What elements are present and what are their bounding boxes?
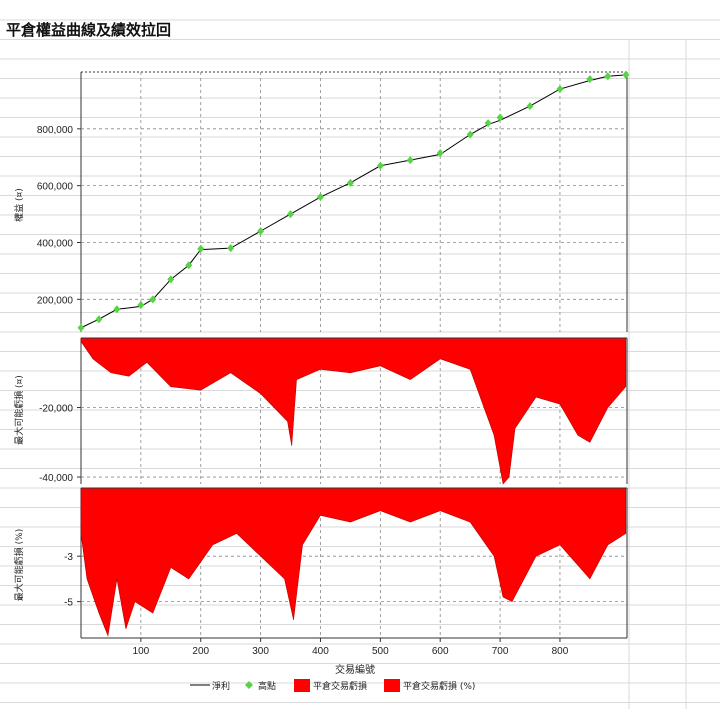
x-tick-label: 400 — [312, 646, 329, 657]
equity-high-point — [95, 315, 103, 324]
legend-box-swatch-drawdown-pct — [384, 679, 400, 692]
equity-high-point — [149, 295, 157, 304]
x-tick-label: 100 — [133, 646, 150, 657]
equity-high-point — [113, 305, 121, 314]
equity-high-point — [137, 301, 145, 310]
equity-high-point — [556, 85, 564, 94]
y-tick-label: -3 — [64, 552, 73, 563]
equity-line — [80, 74, 626, 329]
y-tick-label: -20,000 — [39, 404, 73, 415]
x-tick-label: 700 — [492, 646, 509, 657]
chart-legend: 淨利 高點 平倉交易虧損 平倉交易虧損 (%) — [190, 679, 475, 692]
x-tick-label: 800 — [552, 646, 569, 657]
x-tick-label: 600 — [432, 646, 449, 657]
equity-high-point — [484, 119, 492, 128]
plot-area: 200,000 400,000 600,000 800,000 -20,000 -40,0… — [37, 70, 630, 657]
drawdown-percent-axis-label: 最大可能虧損 (%) — [13, 529, 25, 601]
equity-high-point — [526, 102, 534, 111]
legend-box-swatch-drawdown — [294, 679, 310, 692]
equity-axis-label: 權益 (¤) — [13, 188, 25, 222]
equity-high-point — [185, 261, 193, 270]
y-tick-label: -5 — [64, 598, 73, 609]
legend-item-highs: 高點 — [258, 680, 276, 692]
y-tick-label: 800,000 — [37, 125, 74, 136]
x-tick-label: 300 — [252, 646, 269, 657]
drawdown-area — [80, 487, 627, 637]
legend-item-net-profit: 淨利 — [212, 680, 230, 692]
equity-high-point — [406, 156, 414, 165]
equity-high-point — [376, 161, 384, 170]
equity-high-point — [604, 72, 612, 81]
equity-high-point — [227, 244, 235, 253]
equity-high-point — [167, 275, 175, 284]
legend-item-drawdown: 平倉交易虧損 — [313, 680, 367, 692]
equity-high-point — [496, 113, 504, 122]
x-axis-label: 交易編號 — [335, 663, 375, 676]
x-tick-label: 500 — [372, 646, 389, 657]
equity-high-point — [287, 210, 295, 219]
y-tick-label: 400,000 — [37, 238, 74, 249]
legend-item-drawdown-percent: 平倉交易虧損 (%) — [403, 680, 475, 692]
legend-diamond-swatch — [245, 681, 253, 689]
y-tick-label: 600,000 — [37, 182, 74, 193]
page-title: 平倉權益曲線及績效拉回 — [6, 21, 172, 39]
equity-high-point — [622, 70, 630, 79]
drawdown-value-axis-label: 最大可能虧損 (¤) — [13, 375, 25, 445]
equity-high-point — [316, 193, 324, 202]
equity-high-point — [466, 130, 474, 139]
y-tick-label: -40,000 — [39, 473, 73, 484]
drawdown-area — [80, 337, 627, 485]
y-tick-label: 200,000 — [37, 295, 74, 306]
x-tick-label: 200 — [192, 646, 209, 657]
equity-high-point — [197, 244, 205, 253]
equity-high-point — [257, 227, 265, 236]
equity-high-point — [586, 75, 594, 84]
equity-high-point — [436, 148, 444, 157]
equity-high-point — [346, 178, 354, 187]
equity-high-point — [77, 323, 85, 332]
